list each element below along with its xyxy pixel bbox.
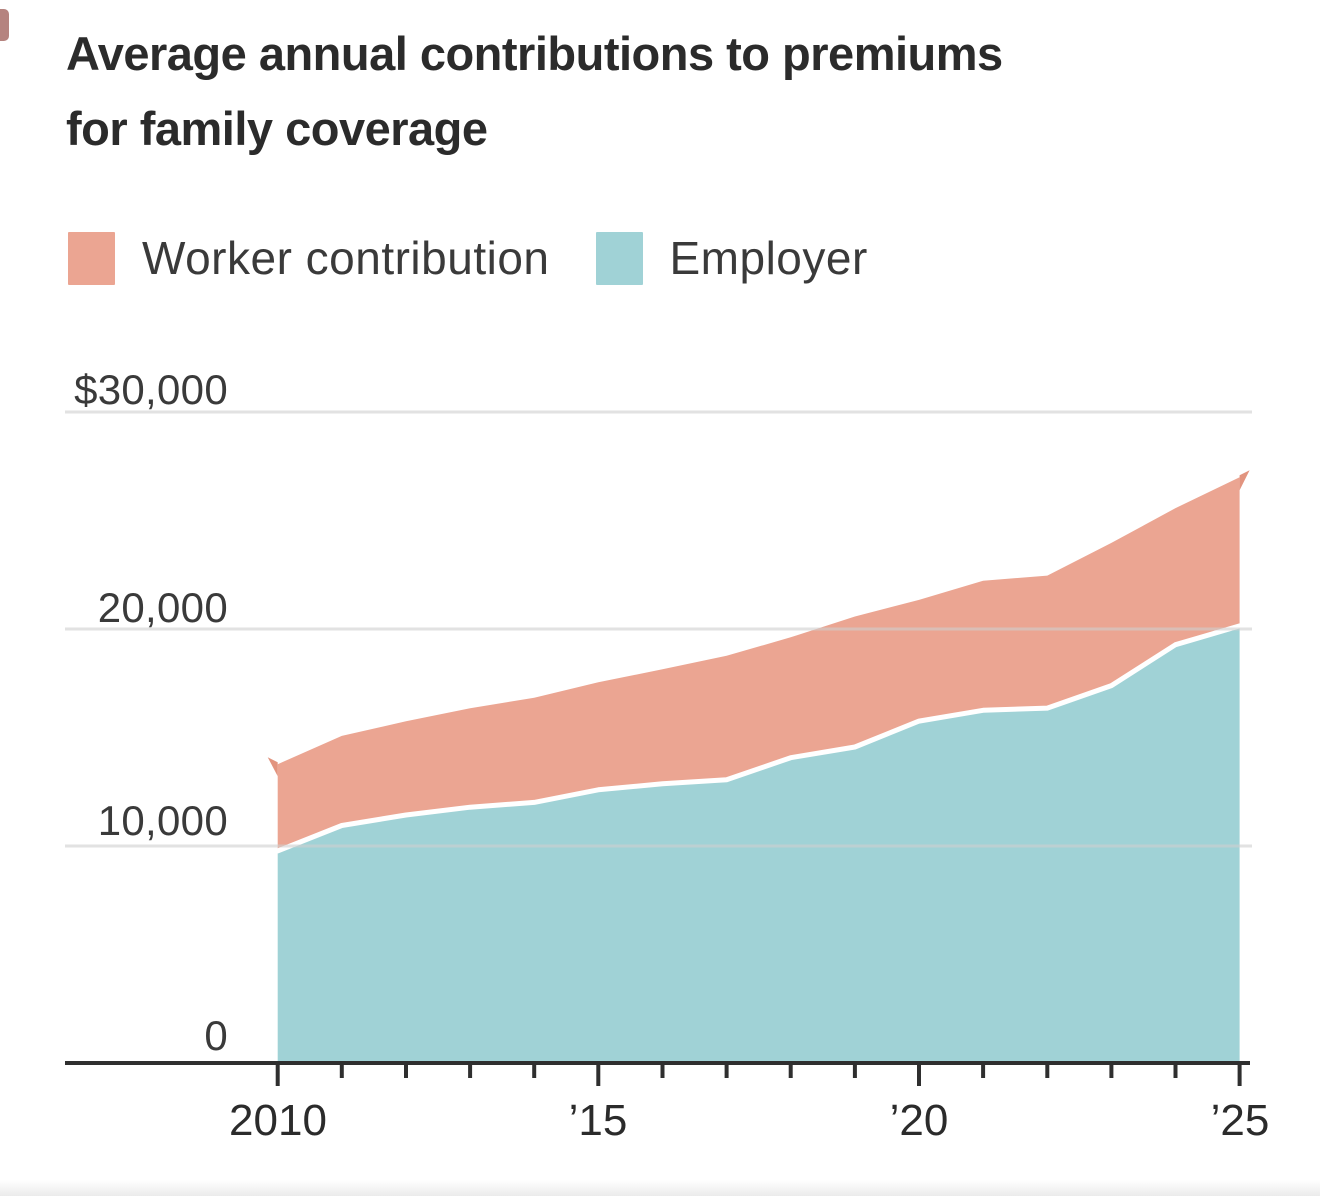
chart-legend: Worker contribution Employer — [68, 231, 868, 285]
legend-item-employer: Employer — [595, 231, 868, 285]
series-separator-line — [275, 623, 1243, 854]
worker-contribution-swatch — [68, 231, 115, 285]
employer-area — [277, 625, 1240, 1063]
worker-contribution-label: Worker contribution — [142, 232, 550, 284]
chart-title-line2: for family coverage — [66, 102, 488, 155]
employer-label: Employer — [669, 232, 868, 284]
cropped-red-artifact — [0, 9, 9, 41]
worker-contribution-area — [277, 477, 1240, 851]
chart-title-line1: Average annual contributions to premiums — [66, 27, 1003, 80]
y-axis-label-0: 0 — [204, 1012, 228, 1059]
employer-swatch — [595, 231, 643, 285]
legend-item-worker-contribution: Worker contribution — [68, 231, 550, 285]
total-line-right-cap — [1239, 470, 1250, 491]
x-axis-label-2015: ’15 — [568, 1096, 628, 1145]
y-axis-label-10000: 10,000 — [97, 797, 228, 844]
y-axis-label-30000: $30,000 — [74, 366, 228, 413]
x-axis-label-2020: ’20 — [889, 1096, 949, 1145]
page-edge-shadow — [0, 1180, 1320, 1196]
x-axis-label-2025: ’25 — [1210, 1096, 1270, 1145]
chart-title: Average annual contributions to premiums… — [66, 16, 1236, 166]
x-axis-label-2010: 2010 — [229, 1096, 327, 1145]
y-axis-label-20000: 20,000 — [97, 584, 228, 631]
total-line-left-cap — [267, 757, 278, 777]
